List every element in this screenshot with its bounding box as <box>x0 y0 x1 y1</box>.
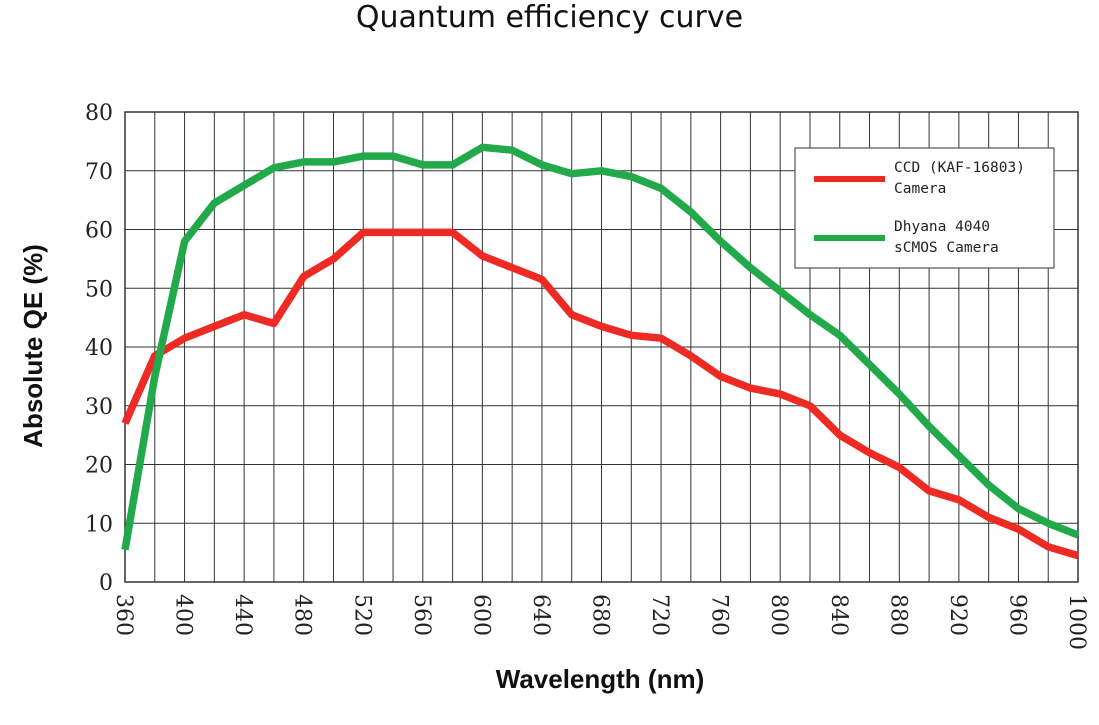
y-tick-label: 80 <box>85 101 113 126</box>
x-tick-label: 800 <box>766 594 791 636</box>
y-tick-label: 10 <box>85 512 113 537</box>
legend-label-ccd-line2: Camera <box>894 181 946 197</box>
series-line-ccd <box>121 228 1080 560</box>
plot-frame <box>124 111 1079 583</box>
x-tick-label: 640 <box>528 594 553 636</box>
y-tick-label: 70 <box>85 160 113 185</box>
x-tick-label: 960 <box>1004 594 1029 636</box>
x-tick-label: 400 <box>171 594 196 636</box>
legend-label-dhyana-line1: Dhyana 4040 <box>894 219 990 235</box>
x-axis-label: Wavelength (nm) <box>496 664 704 694</box>
x-tick-label: 920 <box>945 594 970 636</box>
y-ticks: 0 10 20 30 40 50 60 70 80 <box>85 101 113 596</box>
y-tick-label: 50 <box>85 277 113 302</box>
series-lines <box>121 143 1080 560</box>
legend-label-dhyana-line2: sCMOS Camera <box>894 240 999 256</box>
x-tick-label: 880 <box>885 594 910 636</box>
x-tick-label: 520 <box>349 594 374 636</box>
y-tick-label: 60 <box>85 219 113 244</box>
y-axis-label: Absolute QE (%) <box>18 244 48 448</box>
legend-label-ccd-line1: CCD (KAF-16803) <box>894 160 1025 176</box>
y-tick-label: 40 <box>85 336 113 361</box>
y-tick-label: 0 <box>99 571 113 596</box>
x-tick-label: 440 <box>230 594 255 636</box>
x-tick-label: 1000 <box>1064 594 1089 650</box>
y-tick-label: 20 <box>85 454 113 479</box>
x-tick-label: 720 <box>647 594 672 636</box>
x-tick-label: 680 <box>588 594 613 636</box>
x-tick-label: 840 <box>826 594 851 636</box>
x-tick-label: 600 <box>468 594 493 636</box>
x-tick-label: 760 <box>707 594 732 636</box>
series-line-dhyana <box>121 143 1080 551</box>
x-tick-label: 480 <box>290 594 315 636</box>
chart-title: Quantum efficiency curve <box>355 0 744 35</box>
x-tick-label: 560 <box>409 594 434 636</box>
x-tick-label: 360 <box>111 594 136 636</box>
x-ticks: 360 400 440 480 520 560 600 640 680 720 760 800 840 8… <box>111 594 1089 650</box>
y-tick-label: 30 <box>85 395 113 420</box>
legend-box <box>794 147 1055 269</box>
legend: CCD (KAF-16803) Camera Dhyana 4040 sCMOS… <box>794 147 1055 269</box>
